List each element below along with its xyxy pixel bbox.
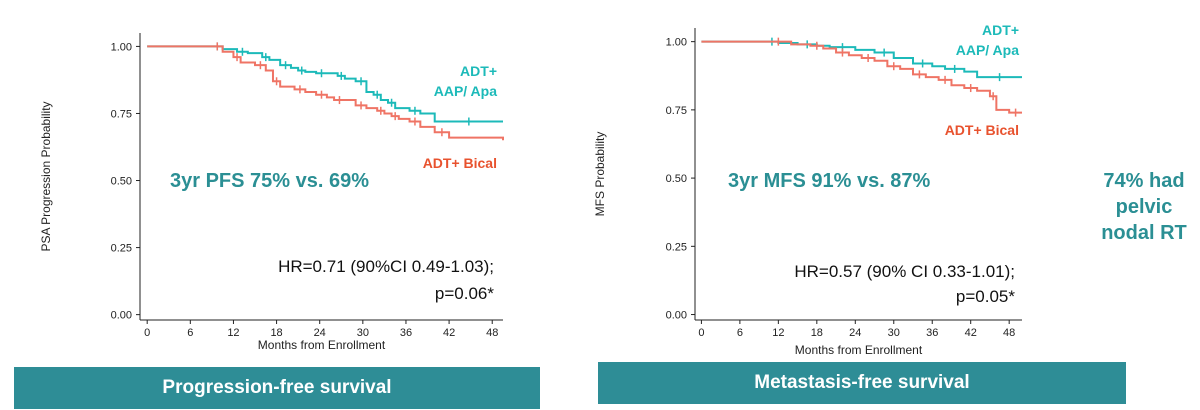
- y-tick-label: 0.25: [666, 241, 687, 253]
- x-tick-label: 30: [888, 327, 900, 339]
- x-tick-label: 18: [270, 327, 282, 339]
- y-tick-label: 0.00: [666, 310, 687, 322]
- x-tick-label: 24: [314, 327, 326, 339]
- hazard-ratio-text: HR=0.57 (90% CI 0.33-1.01);: [794, 262, 1015, 281]
- pfs-banner: Progression-free survival: [14, 367, 540, 409]
- y-tick-label: 0.75: [666, 105, 687, 117]
- p-value-text: p=0.06*: [435, 284, 494, 303]
- stat-text: 3yr MFS 91% vs. 87%: [728, 170, 931, 192]
- stat-text: 3yr PFS 75% vs. 69%: [170, 170, 369, 192]
- series-label: AAP/ Apa: [434, 83, 497, 99]
- x-tick-label: 6: [737, 327, 743, 339]
- side-note-line: nodal RT: [1101, 222, 1187, 244]
- x-tick-label: 24: [849, 327, 861, 339]
- x-tick-label: 6: [187, 327, 193, 339]
- y-tick-label: 0.75: [111, 108, 132, 120]
- x-tick-label: 48: [486, 327, 498, 339]
- x-tick-label: 12: [772, 327, 784, 339]
- side-note-line: 74% had: [1103, 170, 1185, 192]
- series-label: ADT+ Bical: [945, 122, 1019, 138]
- series-label: ADT+: [982, 22, 1019, 38]
- mfs-chart-panel: 0.00 0.25 0.50 0.75 1.00 0 6 12 18 24 30 36 42 48 MFS …: [585, 0, 1040, 410]
- y-tick-label: 0.00: [111, 310, 132, 322]
- mfs-banner: Metastasis-free survival: [598, 362, 1126, 404]
- km-series-line: [147, 45, 503, 123]
- p-value-text: p=0.05*: [956, 287, 1015, 306]
- km-series-line: [701, 40, 1022, 114]
- x-tick-label: 0: [698, 327, 704, 339]
- mfs-chart: 0.00 0.25 0.50 0.75 1.00 0 6 12 18 24 30 36 42 48 MFS …: [593, 22, 1022, 357]
- y-tick-label: 1.00: [111, 41, 132, 53]
- side-note-line: pelvic: [1115, 196, 1173, 218]
- x-tick-label: 48: [1003, 327, 1015, 339]
- pfs-chart: 0.00 0.25 0.50 0.75 1.00 0 6 12 18 24 30 36 42 48 PSA …: [39, 33, 504, 352]
- side-note: 74% had pelvic nodal RT: [1088, 168, 1200, 246]
- series-label: ADT+ Bical: [423, 155, 497, 171]
- x-tick-label: 42: [965, 327, 977, 339]
- series-label: ADT+: [460, 63, 497, 79]
- x-tick-label: 30: [357, 327, 369, 339]
- x-axis-title: Months from Enrollment: [795, 343, 923, 357]
- x-tick-label: 36: [926, 327, 938, 339]
- hazard-ratio-text: HR=0.71 (90%CI 0.49-1.03);: [278, 257, 494, 276]
- y-tick-label: 0.50: [111, 176, 132, 188]
- series-label: AAP/ Apa: [956, 42, 1019, 58]
- y-axis-title: MFS Probability: [593, 132, 607, 217]
- pfs-chart-panel: 0.00 0.25 0.50 0.75 1.00 0 6 12 18 24 30 36 42 48 PSA …: [0, 0, 560, 410]
- km-series-line: [147, 45, 504, 141]
- x-tick-label: 0: [144, 327, 150, 339]
- x-tick-label: 18: [811, 327, 823, 339]
- x-tick-label: 42: [443, 327, 455, 339]
- x-tick-label: 36: [400, 327, 412, 339]
- y-tick-label: 0.50: [666, 173, 687, 185]
- x-tick-label: 12: [227, 327, 239, 339]
- y-tick-label: 1.00: [666, 37, 687, 49]
- y-tick-label: 0.25: [111, 243, 132, 255]
- x-axis-title: Months from Enrollment: [258, 338, 386, 352]
- y-axis-title: PSA Progression Probability: [39, 101, 53, 251]
